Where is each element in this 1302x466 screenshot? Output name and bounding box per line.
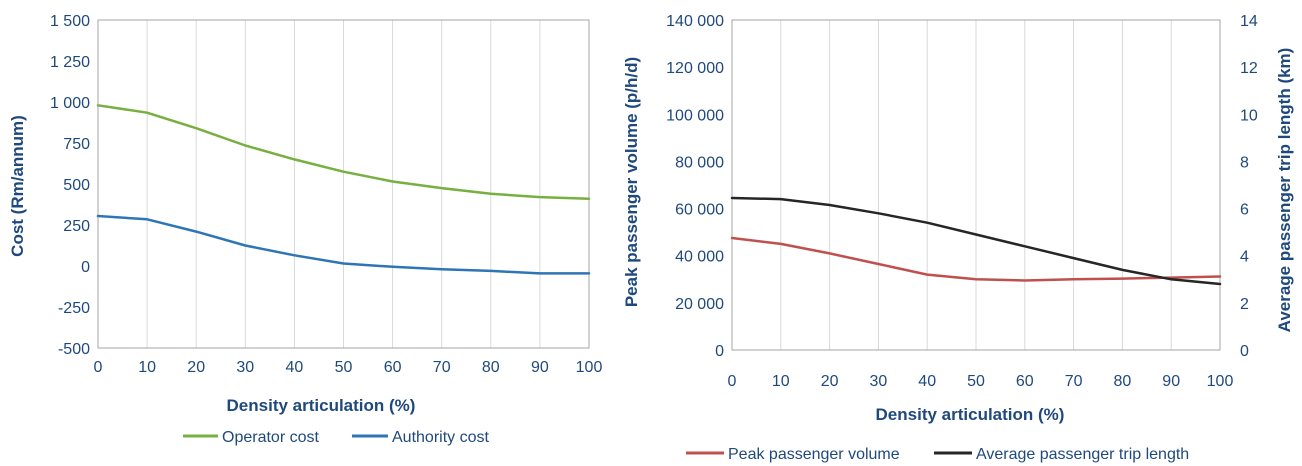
x-tick-label-4: 40: [918, 373, 936, 390]
passenger-chart-series: [730, 196, 1222, 286]
y2-tick-label-0: 14: [1240, 13, 1258, 30]
series-line-average-passenger-trip-length: [730, 196, 1222, 286]
y-tick-label-5: 40 000: [675, 249, 724, 266]
y-tick-label-2: 100 000: [666, 107, 724, 124]
cost-chart-plot-frame: [97, 19, 590, 349]
y-tick-label-4: 500: [63, 177, 90, 194]
x-tick-label-9: 90: [1162, 373, 1180, 390]
legend-label-peak-passenger-volume: Peak passenger volume: [728, 446, 900, 463]
passenger-chart-gridlines: [780, 20, 1172, 350]
cost-chart-legend: Operator cost Authority cost: [183, 429, 489, 446]
y-tick-label-0: 1 500: [50, 13, 90, 30]
cost-chart-y-axis-label: Cost (Rm/annum): [8, 115, 27, 257]
passenger-chart-plot-frame: [731, 19, 1221, 351]
x-tick-label-2: 20: [187, 359, 205, 376]
series-line-authority-cost: [96, 214, 591, 275]
x-tick-label-3: 30: [236, 359, 254, 376]
x-tick-label-6: 60: [1016, 373, 1034, 390]
x-tick-label-9: 90: [531, 359, 549, 376]
y2-tick-label-7: 0: [1240, 343, 1249, 360]
cost-chart-series: [96, 104, 591, 275]
x-tick-label-3: 30: [870, 373, 888, 390]
x-tick-label-5: 50: [335, 359, 353, 376]
y2-tick-label-2: 10: [1240, 107, 1258, 124]
x-tick-label-0: 0: [728, 373, 737, 390]
y-tick-label-0: 140 000: [666, 13, 724, 30]
cost-chart: 1 500 1 250 1 000 750 500 250 0 -250 -500 0 10 20 3…: [8, 13, 602, 446]
passenger-chart-y2-axis-label: Average passenger trip length (km): [1275, 48, 1294, 333]
x-tick-label-5: 50: [967, 373, 985, 390]
y-tick-label-4: 60 000: [675, 202, 724, 219]
y2-tick-label-4: 6: [1240, 202, 1249, 219]
y-tick-label-1: 1 250: [50, 54, 90, 71]
passenger-chart-x-tick-labels: 0 10 20 30 40 50 60 70 80 90 100: [728, 373, 1234, 390]
y2-tick-label-1: 12: [1240, 60, 1258, 77]
cost-chart-x-axis-label: Density articulation (%): [227, 396, 416, 415]
y-tick-label-7: 0: [715, 343, 724, 360]
x-tick-label-6: 60: [384, 359, 402, 376]
legend-label-operator-cost: Operator cost: [222, 429, 319, 446]
y-tick-label-6: 20 000: [675, 296, 724, 313]
passenger-chart-y2-tick-labels: 14 12 10 8 6 4 2 0: [1240, 13, 1258, 360]
y-tick-label-3: 750: [63, 136, 90, 153]
cost-chart-x-tick-labels: 0 10 20 30 40 50 60 70 80 90 100: [94, 359, 603, 376]
y-tick-label-6: 0: [81, 259, 90, 276]
x-tick-label-10: 100: [1207, 373, 1234, 390]
cost-chart-y-tick-labels: 1 500 1 250 1 000 750 500 250 0 -250 -500: [50, 13, 90, 358]
passenger-chart-y-axis-label: Peak passenger volume (p/h/d): [622, 57, 641, 307]
y2-tick-label-5: 4: [1240, 249, 1249, 266]
y-tick-label-3: 80 000: [675, 154, 724, 171]
y-tick-label-5: 250: [63, 218, 90, 235]
series-line-peak-passenger-volume: [730, 236, 1222, 282]
y-tick-label-1: 120 000: [666, 60, 724, 77]
passenger-chart-x-axis-label: Density articulation (%): [876, 405, 1065, 424]
x-tick-label-7: 70: [433, 359, 451, 376]
x-tick-label-0: 0: [94, 359, 103, 376]
x-tick-label-1: 10: [138, 359, 156, 376]
x-tick-label-8: 80: [1114, 373, 1132, 390]
x-tick-label-10: 100: [576, 359, 603, 376]
legend-label-authority-cost: Authority cost: [392, 429, 489, 446]
y-tick-label-2: 1 000: [50, 95, 90, 112]
y-tick-label-7: -250: [58, 300, 90, 317]
y2-tick-label-6: 2: [1240, 296, 1249, 313]
passenger-chart-y-tick-labels: 140 000 120 000 100 000 80 000 60 000 40 000 2…: [666, 13, 724, 360]
y2-tick-label-3: 8: [1240, 154, 1249, 171]
x-tick-label-2: 20: [821, 373, 839, 390]
cost-chart-gridlines: [146, 20, 541, 348]
y-tick-label-8: -500: [58, 341, 90, 358]
passenger-chart-legend: Peak passenger volume Average passenger …: [686, 446, 1189, 463]
x-tick-label-8: 80: [482, 359, 500, 376]
x-tick-label-1: 10: [772, 373, 790, 390]
x-tick-label-4: 40: [286, 359, 304, 376]
legend-label-average-trip-length: Average passenger trip length: [976, 446, 1189, 463]
series-line-operator-cost: [96, 104, 591, 201]
x-tick-label-7: 70: [1065, 373, 1083, 390]
